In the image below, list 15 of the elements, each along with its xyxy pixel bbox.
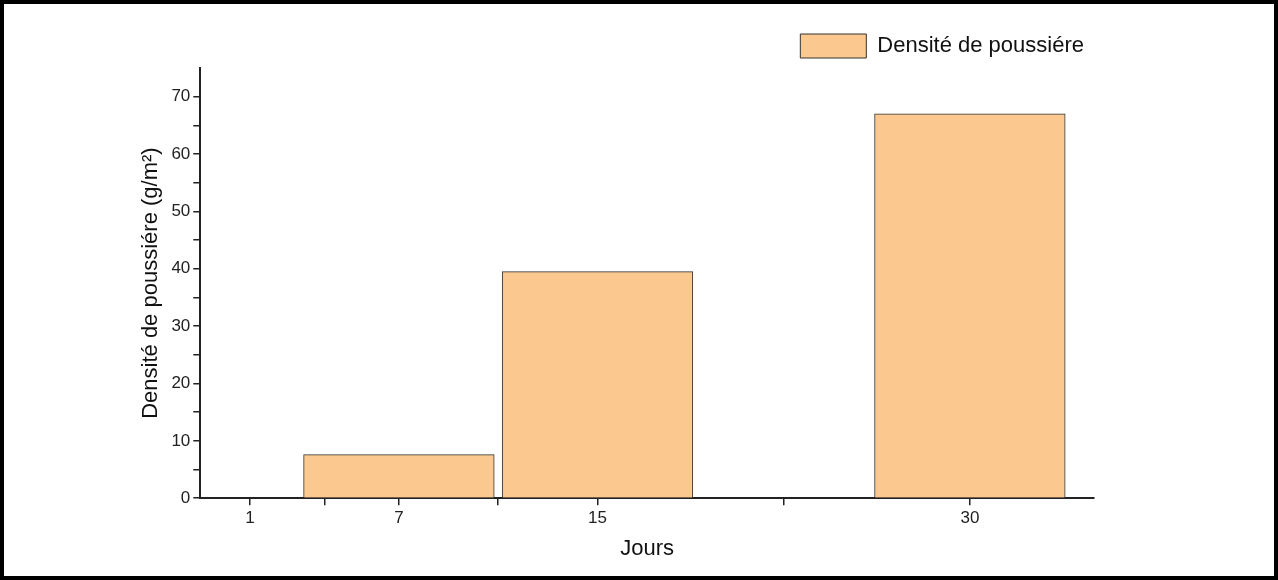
y-tick-label: 0: [180, 487, 191, 507]
y-tick-label: 60: [171, 143, 191, 163]
y-axis-title: Densité de poussiére (g/m²): [137, 147, 163, 419]
y-tick-label: 50: [171, 201, 191, 221]
y-tick-label: 20: [171, 373, 191, 393]
x-tick-label: 15: [588, 508, 607, 528]
x-tick-label: 30: [960, 508, 980, 528]
y-tick-label: 10: [171, 430, 191, 450]
x-axis-title: Jours: [620, 534, 675, 560]
x-tick-label: 7: [394, 508, 404, 528]
legend-label: Densité de poussiére: [877, 32, 1085, 58]
x-tick-label: 1: [245, 508, 255, 528]
y-tick-label: 30: [171, 315, 191, 335]
y-tick-label: 70: [171, 86, 191, 106]
y-tick-label: 40: [171, 258, 191, 278]
